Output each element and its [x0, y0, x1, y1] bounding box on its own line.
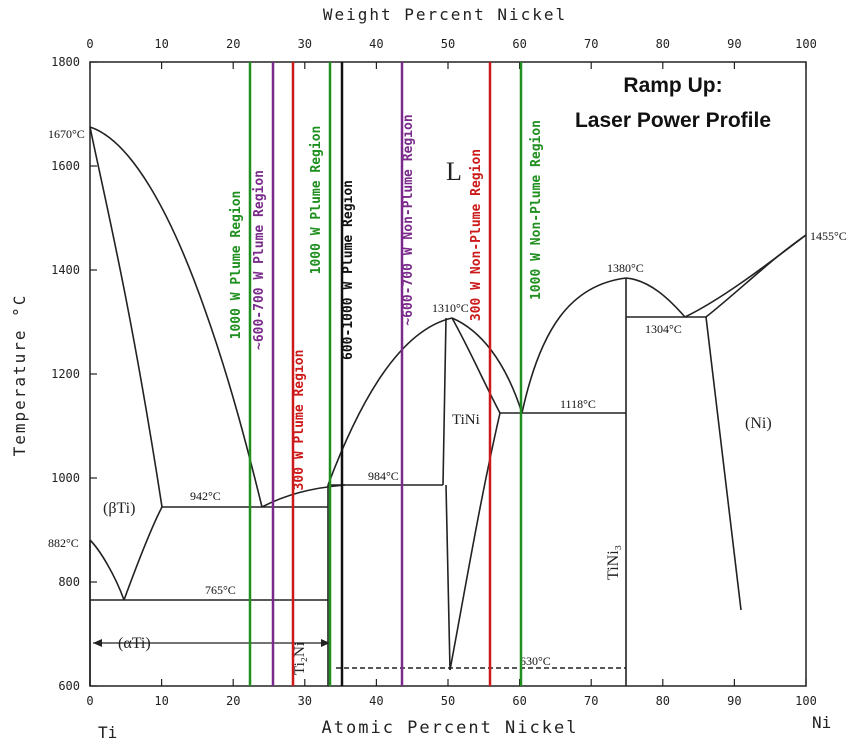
bottom-tick-label: 80 — [656, 694, 670, 708]
phase-tini: TiNi — [452, 412, 480, 428]
temp-1455: 1455°C — [810, 229, 847, 243]
top-tick-label: 30 — [298, 37, 312, 51]
bottom-tick-label: 40 — [369, 694, 383, 708]
top-tick-label: 90 — [727, 37, 741, 51]
liquidus-tini-right — [451, 317, 523, 414]
left-tick-label: 1600 — [51, 159, 80, 173]
bottom-tick-label: 0 — [86, 694, 93, 708]
title-line-2: Laser Power Profile — [575, 109, 771, 132]
phase-tini3: TiNi₃ — [605, 545, 622, 580]
alpha-ti-arrow-head-left — [93, 639, 102, 647]
left-tick-label: 1800 — [51, 55, 80, 69]
bottom-tick-label: 30 — [298, 694, 312, 708]
liquidus-tini3-left — [521, 277, 627, 414]
liquidus-ti-side — [89, 126, 263, 508]
ti-end-label: Ti — [98, 723, 117, 742]
alpha-ti-arrow-head-right — [321, 639, 330, 647]
ni-solvus — [705, 316, 742, 611]
beta-alpha-lower — [123, 506, 163, 601]
left-tick-label: 1200 — [51, 367, 80, 381]
temp-1118: 1118°C — [560, 397, 596, 411]
tini-left-solvus — [442, 317, 447, 486]
temp-1670: 1670°C — [48, 127, 85, 141]
phase-beta-ti: (βTi) — [103, 500, 135, 517]
region-label: 600-1000 W Plume Region — [341, 180, 356, 360]
temp-882: 882°C — [48, 536, 79, 550]
region-label: 1000 W Plume Region — [309, 126, 324, 275]
region-label: ~600-700 W Plume Region — [252, 170, 267, 350]
bottom-tick-label: 90 — [727, 694, 741, 708]
temp-984: 984°C — [368, 469, 399, 483]
top-tick-label: 70 — [584, 37, 598, 51]
region-label: 1000 W Plume Region — [229, 191, 244, 340]
phase-ti2ni: Ti₂Ni — [292, 642, 308, 675]
title-line-1: Ramp Up: — [623, 74, 722, 97]
temp-765: 765°C — [205, 583, 236, 597]
left-tick-label: 600 — [58, 679, 80, 693]
bottom-tick-label: 10 — [154, 694, 168, 708]
top-tick-label: 100 — [795, 37, 817, 51]
top-tick-label: 60 — [512, 37, 526, 51]
ni-end-label: Ni — [812, 713, 831, 732]
liquidus-tini-left — [327, 317, 453, 486]
tini-right-solvus — [451, 317, 501, 414]
region-label: ~600-700 W Non-Plume Region — [401, 114, 416, 325]
temp-1310: 1310°C — [432, 301, 469, 315]
left-axis-title: Temperature °C — [10, 294, 29, 457]
bottom-axis-title: Atomic Percent Nickel — [322, 718, 579, 738]
top-tick-label: 10 — [154, 37, 168, 51]
left-axis-ticks: 1800 1600 1400 1200 1000 800 600 — [51, 55, 97, 693]
temp-942: 942°C — [190, 489, 221, 503]
left-tick-label: 800 — [58, 575, 80, 589]
ti2ni-liquidus — [261, 484, 346, 508]
beta-solvus — [89, 126, 163, 508]
phase-alpha-ti: (αTi) — [118, 635, 151, 652]
bottom-tick-label: 100 — [795, 694, 817, 708]
region-label: 300 W Plume Region — [292, 350, 307, 491]
temperature-labels: 1670°C 882°C 942°C 765°C 984°C 1310°C 11… — [48, 127, 847, 668]
top-tick-label: 20 — [226, 37, 240, 51]
top-axis-title: Weight Percent Nickel — [323, 5, 567, 24]
bottom-tick-label: 70 — [584, 694, 598, 708]
left-tick-label: 1400 — [51, 263, 80, 277]
phase-boundaries — [89, 126, 807, 686]
solidus-ni — [705, 234, 807, 318]
phase-liquid: L — [446, 157, 462, 186]
top-tick-label: 80 — [656, 37, 670, 51]
bottom-tick-label: 60 — [512, 694, 526, 708]
temp-1380: 1380°C — [607, 261, 644, 275]
beta-alpha-upper — [89, 539, 125, 601]
top-tick-label: 50 — [441, 37, 455, 51]
bottom-tick-label: 20 — [226, 694, 240, 708]
left-tick-label: 1000 — [51, 471, 80, 485]
laser-power-regions: 1000 W Plume Region ~600-700 W Plume Regi… — [229, 62, 544, 686]
bottom-tick-label: 50 — [441, 694, 455, 708]
bottom-axis-ticks: 0 10 20 30 40 50 60 70 80 90 100 — [86, 679, 817, 708]
phase-ni: (Ni) — [745, 415, 772, 432]
region-label: 1000 W Non-Plume Region — [529, 120, 544, 300]
top-tick-label: 40 — [369, 37, 383, 51]
top-axis-ticks: 0 10 20 30 40 50 60 70 80 90 100 — [86, 37, 817, 69]
region-label: 300 W Non-Plume Region — [469, 149, 484, 321]
temp-1304: 1304°C — [645, 322, 682, 336]
liquidus-tini3-right — [625, 277, 686, 318]
temp-630: 630°C — [520, 654, 551, 668]
tini-right-solvus-low — [449, 412, 501, 671]
tini-left-solvus-low — [445, 484, 451, 671]
top-tick-label: 0 — [86, 37, 93, 51]
liquidus-ni — [684, 234, 807, 318]
